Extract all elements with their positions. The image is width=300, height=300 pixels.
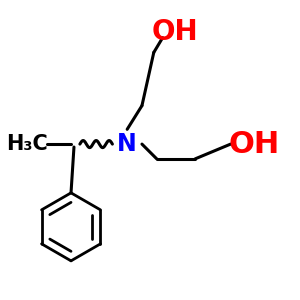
Text: OH: OH bbox=[229, 130, 280, 159]
Text: N: N bbox=[117, 132, 137, 156]
Text: H₃C: H₃C bbox=[6, 134, 48, 154]
Text: OH: OH bbox=[151, 18, 198, 46]
